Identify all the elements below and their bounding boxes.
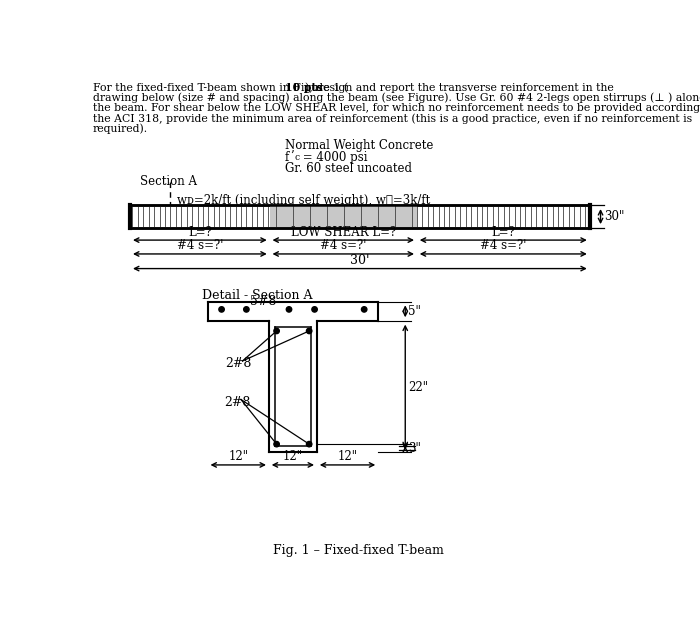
Text: L=?: L=? — [491, 226, 515, 238]
Text: 30': 30' — [350, 254, 370, 267]
Text: 12": 12" — [337, 450, 358, 463]
Text: #4 s=?': #4 s=?' — [320, 240, 366, 252]
Circle shape — [219, 307, 224, 312]
Text: 12": 12" — [283, 450, 303, 463]
Circle shape — [286, 307, 292, 312]
Text: #4 s=?': #4 s=?' — [480, 240, 526, 252]
Bar — [270, 206, 417, 227]
Text: L=?: L=? — [188, 226, 212, 238]
Text: the ACI 318, provide the minimum area of reinforcement (this is a good practice,: the ACI 318, provide the minimum area of… — [93, 113, 692, 124]
Bar — [130, 205, 589, 228]
Circle shape — [274, 441, 279, 447]
Text: For the fixed-fixed T-beam shown in Figure 1 (: For the fixed-fixed T-beam shown in Figu… — [93, 82, 348, 93]
Text: Detail - Section A: Detail - Section A — [202, 289, 313, 302]
Circle shape — [307, 328, 312, 333]
Text: Gr. 60 steel uncoated: Gr. 60 steel uncoated — [285, 162, 412, 176]
Text: ), design and report the transverse reinforcement in the: ), design and report the transverse rein… — [305, 82, 614, 93]
Text: 22": 22" — [408, 380, 428, 394]
Text: wᴅ=2k/ft (including self weight), w᰸=3k/ft: wᴅ=2k/ft (including self weight), w᰸=3k/… — [177, 194, 430, 207]
Text: 5": 5" — [408, 305, 421, 318]
Text: #4 s=?': #4 s=?' — [176, 240, 223, 252]
Circle shape — [274, 328, 279, 333]
Text: ’: ’ — [290, 150, 293, 163]
Text: Section A: Section A — [140, 174, 197, 188]
Text: required).: required). — [93, 124, 148, 134]
Text: 2#8: 2#8 — [225, 357, 252, 370]
Circle shape — [244, 307, 249, 312]
Text: 2#8: 2#8 — [224, 396, 251, 409]
Circle shape — [312, 307, 317, 312]
Circle shape — [307, 441, 312, 447]
Text: = 4000 psi: = 4000 psi — [299, 151, 368, 164]
Text: LOW SHEAR L=?: LOW SHEAR L=? — [290, 226, 396, 238]
Text: c: c — [295, 153, 300, 162]
Circle shape — [361, 307, 367, 312]
Text: Normal Weight Concrete: Normal Weight Concrete — [285, 139, 433, 152]
Text: 3": 3" — [408, 443, 421, 455]
Text: 10 pts: 10 pts — [285, 82, 323, 93]
Text: 30": 30" — [603, 210, 624, 224]
Bar — [130, 205, 589, 228]
Text: drawing below (size # and spacing) along the beam (see Figure). Use Gr. 60 #4 2-: drawing below (size # and spacing) along… — [93, 93, 700, 103]
Text: the beam. For shear below the LOW SHEAR level, for which no reinforcement needs : the beam. For shear below the LOW SHEAR … — [93, 103, 700, 113]
Text: 5#8: 5#8 — [251, 295, 276, 307]
Text: f: f — [285, 151, 289, 164]
Text: 12": 12" — [228, 450, 248, 463]
Text: Fig. 1 – Fixed-fixed T-beam: Fig. 1 – Fixed-fixed T-beam — [273, 544, 444, 557]
